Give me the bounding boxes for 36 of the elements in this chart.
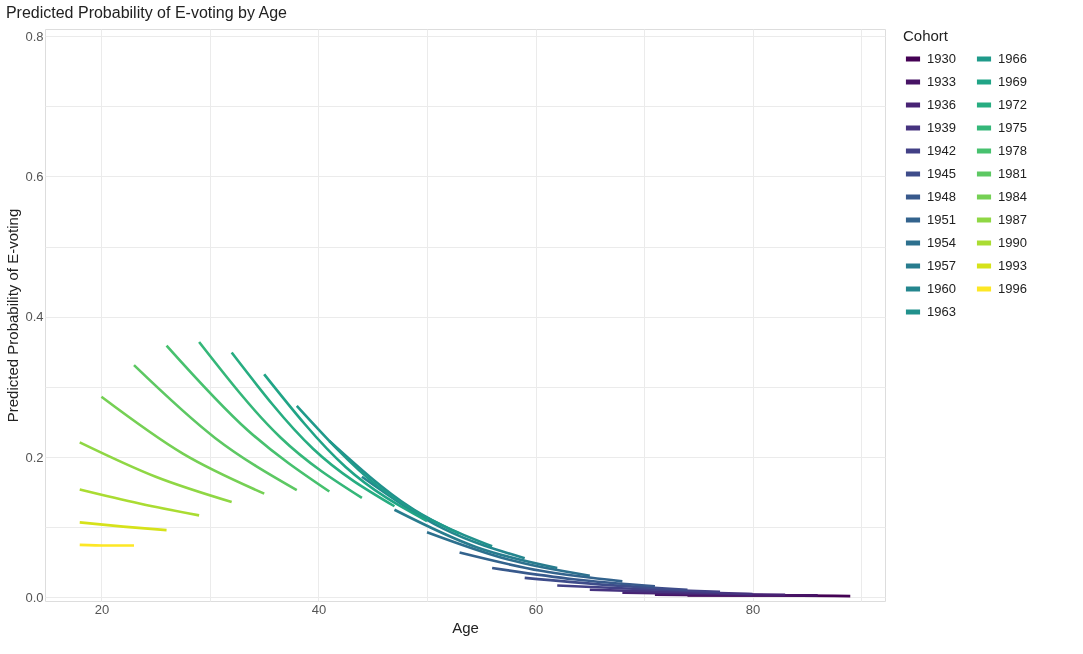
chart-title: Predicted Probability of E-voting by Age — [5, 4, 288, 21]
x-tick-label: 80 — [745, 601, 761, 617]
y-axis-title: Predicted Probability of E-voting — [4, 208, 22, 423]
legend-title: Cohort — [903, 27, 949, 44]
legend-label: 1984 — [998, 189, 1027, 204]
legend-label: 1945 — [927, 166, 956, 181]
y-tick-label: 0.0 — [25, 589, 44, 605]
y-tick-label: 0.6 — [25, 168, 44, 184]
legend-label: 1930 — [927, 51, 956, 66]
legend-label: 1981 — [998, 166, 1027, 181]
legend-label: 1942 — [927, 143, 956, 158]
legend-label: 1996 — [998, 281, 1027, 296]
legend-label: 1975 — [998, 120, 1027, 135]
y-tick-label: 0.8 — [25, 28, 44, 44]
legend-label: 1969 — [998, 74, 1027, 89]
legend-label: 1948 — [927, 189, 956, 204]
legend-label: 1963 — [927, 304, 956, 319]
legend-label: 1960 — [927, 281, 956, 296]
legend-label: 1972 — [998, 97, 1027, 112]
legend-label: 1957 — [927, 258, 956, 273]
legend-label: 1954 — [927, 235, 956, 250]
x-tick-label: 20 — [94, 601, 110, 617]
legend-label: 1978 — [998, 143, 1027, 158]
x-axis-title: Age — [452, 618, 479, 636]
x-tick-label: 40 — [311, 601, 327, 617]
y-tick-label: 0.2 — [25, 449, 44, 465]
x-tick-label: 60 — [528, 601, 544, 617]
legend-label: 1951 — [927, 212, 956, 227]
legend-label: 1933 — [927, 74, 956, 89]
legend-label: 1966 — [998, 51, 1027, 66]
y-tick-label: 0.4 — [25, 309, 44, 325]
legend-label: 1987 — [998, 212, 1027, 227]
legend-label: 1990 — [998, 235, 1027, 250]
legend-label: 1993 — [998, 258, 1027, 273]
legend-label: 1939 — [927, 120, 956, 135]
legend-label: 1936 — [927, 97, 956, 112]
